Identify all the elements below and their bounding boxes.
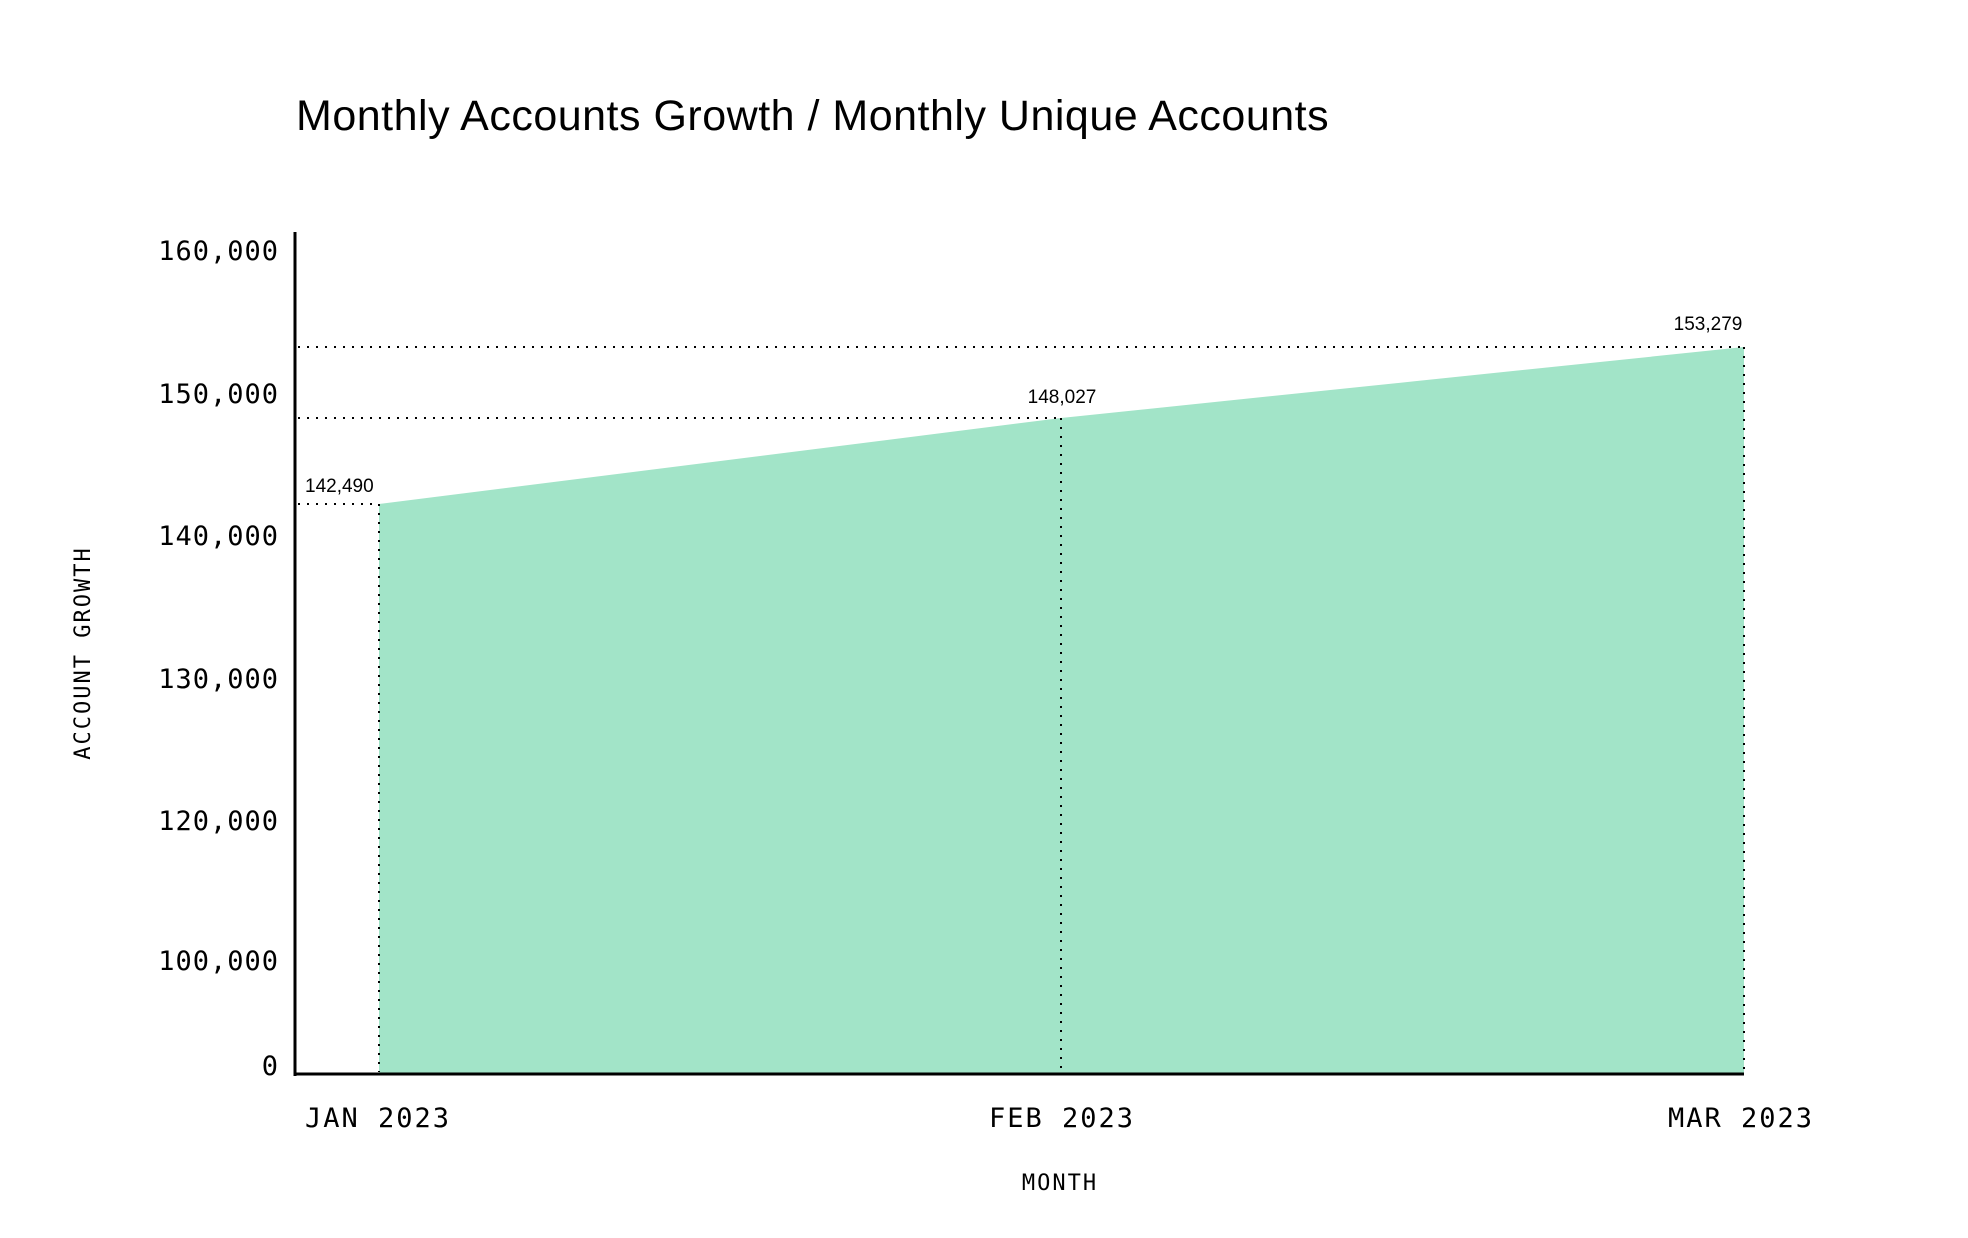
y-tick-label: 150,000 [158, 379, 279, 410]
y-tick-label: 130,000 [158, 664, 279, 695]
x-tick-label: MAR 2023 [1668, 1103, 1814, 1134]
data-label: 153,279 [1674, 314, 1743, 335]
x-tick-label: JAN 2023 [305, 1103, 451, 1134]
data-label: 148,027 [1028, 387, 1097, 408]
y-axis-title: ACCOUNT GROWTH [71, 546, 96, 759]
area-series [379, 347, 1744, 1074]
vertical-guides [378, 347, 1745, 1072]
x-tick-label: FEB 2023 [989, 1103, 1135, 1134]
data-label: 142,490 [305, 476, 374, 497]
chart-title: Monthly Accounts Growth / Monthly Unique… [296, 92, 1330, 140]
y-tick-label: 120,000 [158, 806, 279, 837]
y-tick-label: 140,000 [158, 521, 279, 552]
y-tick-label: 0 [262, 1051, 279, 1082]
horizontal-guides [298, 346, 1744, 505]
y-tick-label: 160,000 [158, 236, 279, 267]
y-tick-label: 100,000 [158, 946, 279, 977]
x-axis-title: MONTH [1022, 1171, 1098, 1196]
